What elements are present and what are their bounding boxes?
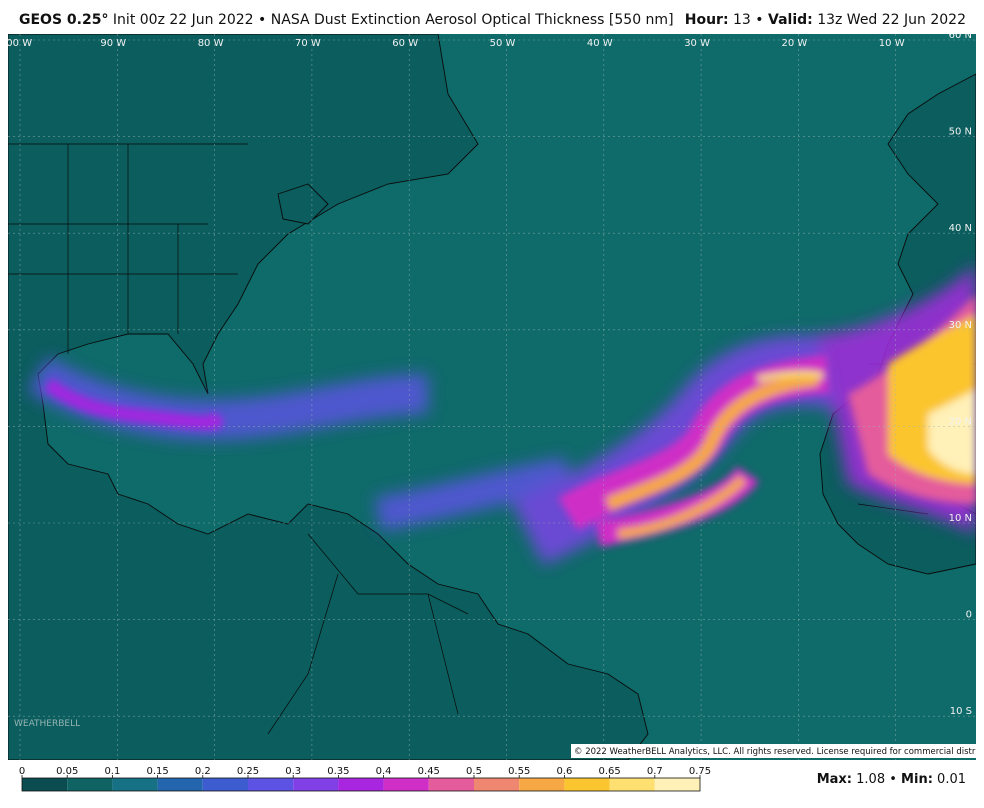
lat-label: 20 N [949, 416, 972, 427]
map: 100 W 90 W 80 W 70 W 60 W 50 W 40 W 30 W 20 W 10 … [8, 34, 976, 760]
separator: • [889, 772, 897, 787]
header-left: GEOS 0.25° Init 00z 22 Jun 2022 • NASA D… [19, 12, 674, 28]
colorbar-segment [112, 778, 158, 791]
init: Init 00z 22 Jun 2022 [112, 12, 254, 28]
graticule-labels: 100 W 90 W 80 W 70 W 60 W 50 W 40 W 30 W 20 W 10 … [8, 34, 972, 717]
lon-label: 60 W [392, 38, 418, 49]
colorbar-tick-label: 0.35 [327, 766, 349, 777]
valid: 13z Wed 22 Jun 2022 [817, 12, 966, 28]
min: 0.01 [937, 772, 966, 787]
colorbar-tick-label: 0.15 [146, 766, 168, 777]
separator: • [755, 12, 764, 28]
lat-label: 30 N [949, 320, 972, 331]
colorbar-tick-label: 0.25 [237, 766, 259, 777]
colorbar-segment [564, 778, 610, 791]
max-label: Max: [816, 772, 852, 787]
product-title: NASA Dust Extinction Aerosol Optical Thi… [270, 12, 674, 28]
colorbar-tick-label: 0.05 [56, 766, 78, 777]
footer: Max: 1.08 • Min: 0.01 [817, 772, 966, 787]
colorbar-segment [654, 778, 700, 791]
colorbar-tick-label: 0.2 [195, 766, 211, 777]
lon-label: 80 W [198, 38, 224, 49]
lat-label: 10 S [950, 706, 972, 717]
lon-label: 30 W [684, 38, 710, 49]
colorbar-segment [609, 778, 655, 791]
max: 1.08 [856, 772, 886, 787]
colorbar-segment [157, 778, 203, 791]
dust-plume [27, 264, 976, 566]
lon-label: 70 W [295, 38, 321, 49]
colorbar-segment [293, 778, 339, 791]
lat-label: 50 N [949, 127, 972, 138]
hour: 13 [733, 12, 751, 28]
colorbar-segment [338, 778, 384, 791]
lon-label: 10 W [879, 38, 905, 49]
colorbar-tick-label: 0.3 [285, 766, 301, 777]
copyright-box [571, 744, 976, 758]
hour-label: Hour: [684, 12, 729, 28]
colorbar-frame [21, 777, 701, 792]
copyright: © 2022 WeatherBELL Analytics, LLC. All r… [574, 747, 976, 757]
lat-label: 40 N [949, 223, 972, 234]
lon-label: 50 W [490, 38, 516, 49]
colorbar-segment [474, 778, 520, 791]
min-label: Min: [901, 772, 933, 787]
map-body: 100 W 90 W 80 W 70 W 60 W 50 W 40 W 30 W 20 W 10 … [8, 34, 976, 760]
lat-label: 60 N [949, 34, 972, 41]
watermark: WEATHERBELL [14, 719, 80, 729]
lat-label: 0 [966, 610, 972, 621]
colorbar-tick-label: 0.4 [376, 766, 392, 777]
lat-label: 10 N [949, 513, 972, 524]
great-lakes [277, 183, 329, 225]
colorbar-tick-label: 0.5 [466, 766, 482, 777]
colorbar-segment [519, 778, 565, 791]
separator: • [258, 12, 267, 28]
colorbar-tick-label: 0.7 [647, 766, 663, 777]
colorbar-tick-label: 0.75 [689, 766, 711, 777]
lon-label: 40 W [587, 38, 613, 49]
colorbar-segment [428, 778, 474, 791]
colorbar-tick-label: 0.45 [418, 766, 440, 777]
americas [8, 34, 649, 760]
colorbar: 0 0.05 0.1 0.15 0.2 0.25 0.3 0.35 0.4 0.45 0.5 0.55… [19, 766, 711, 792]
lon-label: 100 W [8, 38, 32, 49]
header: GEOS 0.25° Init 00z 22 Jun 2022 • NASA D… [0, 0, 984, 34]
colorbar-tick-label: 0 [19, 766, 25, 777]
colorbar-tick-label: 0.6 [556, 766, 572, 777]
colorbar-segment [202, 778, 248, 791]
colorbar-segment [22, 778, 68, 791]
model: GEOS 0.25° [19, 12, 109, 28]
colorbar-tick-label: 0.1 [104, 766, 120, 777]
lon-label: 20 W [782, 38, 808, 49]
valid-label: Valid: [768, 12, 813, 28]
colorbar-tick-label: 0.65 [598, 766, 620, 777]
header-right: Hour: 13 • Valid: 13z Wed 22 Jun 2022 [685, 12, 966, 28]
colorbar-segment [383, 778, 429, 791]
colorbar-tick-label: 0.55 [508, 766, 530, 777]
graticule [8, 34, 976, 760]
lon-label: 90 W [100, 38, 126, 49]
colorbar-segment [67, 778, 113, 791]
colorbar-segment [248, 778, 294, 791]
